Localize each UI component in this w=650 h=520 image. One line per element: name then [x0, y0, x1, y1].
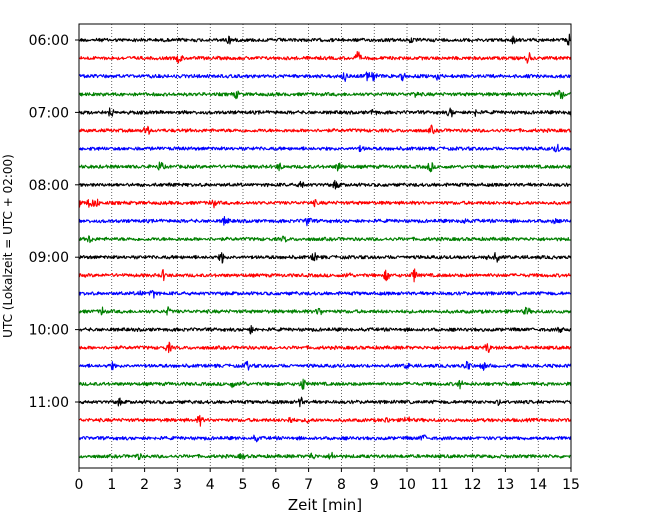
plot-frame — [78, 23, 572, 469]
x-tick-label: 3 — [173, 477, 182, 493]
y-tick-label: 10:00 — [29, 323, 69, 339]
grid-lines — [111, 24, 539, 468]
trace-0830 — [78, 215, 572, 227]
x-tick-label: 4 — [206, 477, 215, 493]
trace-0645 — [78, 89, 572, 100]
y-tick-label: 06:00 — [29, 33, 69, 49]
trace-0915 — [78, 268, 572, 283]
trace-1030 — [78, 360, 572, 371]
y-tick-label: 09:00 — [29, 250, 69, 266]
x-tick-label: 8 — [337, 477, 346, 493]
trace-0845 — [78, 235, 572, 244]
y-axis-label: UTC (Lokalzeit = UTC + 02:00) — [1, 154, 15, 338]
y-tick-label: 07:00 — [29, 105, 69, 121]
x-axis-label: Zeit [min] — [288, 496, 362, 514]
x-tick-label: 9 — [370, 477, 379, 493]
x-tick-label: 7 — [304, 477, 313, 493]
y-tick-label: 08:00 — [29, 178, 69, 194]
x-tick-label: 14 — [529, 477, 547, 493]
x-tick-label: 6 — [271, 477, 280, 493]
x-tick-label: 10 — [398, 477, 416, 493]
trace-0900 — [78, 252, 572, 264]
trace-1115 — [78, 414, 572, 427]
y-axis: 06:00 07:00 08:00 09:00 10:00 11:00 — [29, 33, 79, 411]
x-tick-label: 2 — [140, 477, 149, 493]
x-tick-label: 12 — [464, 477, 482, 493]
trace-1045 — [78, 378, 572, 390]
trace-group — [78, 33, 572, 461]
trace-1015 — [78, 341, 572, 354]
trace-0815 — [78, 198, 572, 209]
trace-0945 — [78, 306, 572, 316]
trace-0745 — [78, 161, 572, 173]
trace-0930 — [78, 289, 572, 299]
trace-0600 — [78, 33, 572, 46]
trace-0630 — [78, 71, 572, 82]
trace-1145 — [78, 451, 572, 461]
trace-0800 — [78, 179, 572, 190]
trace-0730 — [78, 143, 572, 153]
trace-1130 — [78, 434, 572, 443]
x-axis: 0 1 2 3 4 5 6 7 8 9 10 11 12 13 14 15 — [75, 468, 580, 493]
x-tick-label: 1 — [107, 477, 116, 493]
x-tick-label: 15 — [562, 477, 580, 493]
trace-1000 — [78, 325, 572, 335]
trace-0700 — [78, 107, 572, 118]
trace-1100 — [78, 396, 572, 408]
trace-0615 — [78, 50, 572, 64]
x-tick-label: 0 — [75, 477, 84, 493]
y-tick-label: 11:00 — [29, 395, 69, 411]
trace-0715 — [78, 124, 572, 135]
x-tick-label: 5 — [239, 477, 248, 493]
x-tick-label: 13 — [496, 477, 514, 493]
x-tick-label: 11 — [431, 477, 449, 493]
